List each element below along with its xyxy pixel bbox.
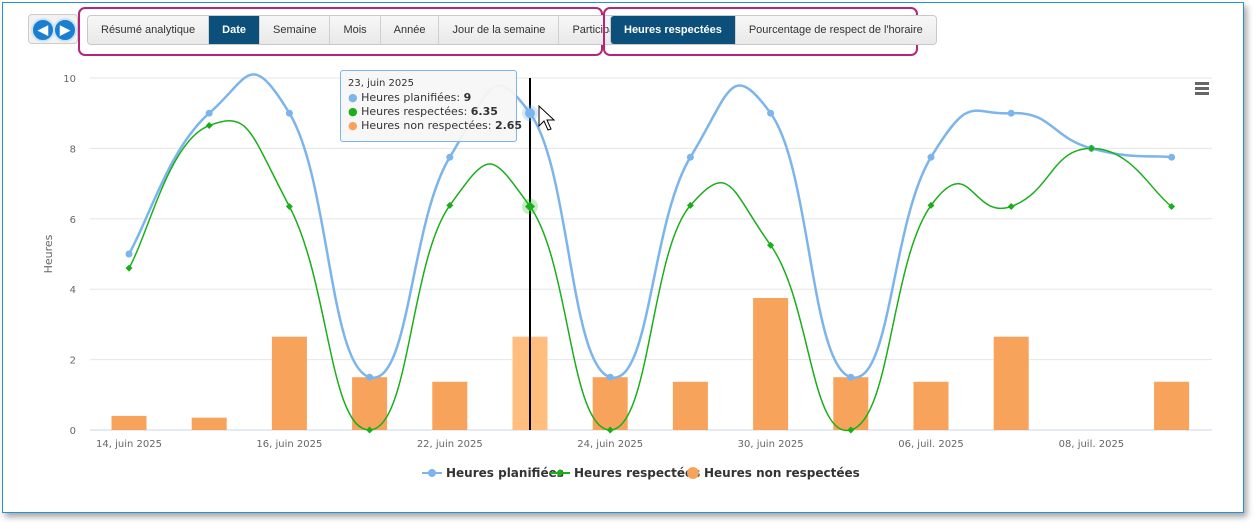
tooltip-respected-label: Heures respectées — [361, 105, 464, 118]
chart-tooltip: 23, juin 2025 ● Heures planifiées: 9 ● H… — [340, 70, 522, 142]
point-planned — [205, 109, 213, 117]
point-planned — [446, 153, 454, 161]
view-button-0[interactable]: Résumé analytique — [88, 16, 210, 44]
bar-missed — [352, 377, 388, 430]
bar-missed — [672, 381, 708, 430]
bar-missed — [111, 415, 147, 430]
point-respected — [927, 201, 935, 209]
point-respected — [1168, 202, 1176, 210]
legend-label-respected: Heures respectées — [574, 466, 701, 480]
point-planned — [767, 109, 775, 117]
y-axis-label: Heures — [42, 234, 55, 273]
metric-button-0[interactable]: Heures respectées — [611, 16, 736, 44]
x-tick-label: 22, juin 2025 — [417, 439, 483, 450]
y-tick-label: 10 — [63, 74, 76, 85]
y-tick-label: 0 — [70, 426, 76, 437]
legend-item-planned[interactable]: Heures planifiées — [422, 466, 564, 480]
tooltip-date: 23, juin 2025 — [348, 78, 414, 89]
y-tick-label: 8 — [70, 144, 76, 155]
legend-item-respected[interactable]: Heures respectées — [550, 466, 700, 480]
point-planned — [366, 373, 374, 381]
y-tick-label: 4 — [70, 285, 76, 296]
x-tick-label: 24, juin 2025 — [577, 439, 643, 450]
legend-label-planned: Heures planifiées — [446, 466, 564, 480]
point-planned — [686, 153, 694, 161]
tooltip-planned-label: Heures planifiées — [361, 91, 457, 104]
view-button-4[interactable]: Année — [380, 16, 440, 44]
point-planned — [1007, 109, 1015, 117]
point-respected — [686, 201, 694, 209]
point-planned — [927, 153, 935, 161]
legend-item-missed[interactable]: Heures non respectées — [686, 466, 860, 480]
view-button-1[interactable]: Date — [209, 16, 261, 44]
point-planned — [125, 250, 133, 258]
metric-selector: Heures respectées Pourcentage de respect … — [610, 15, 937, 45]
bar-missed — [993, 336, 1029, 430]
bar-missed — [913, 381, 949, 430]
tooltip-line-planned: ● Heures planifiées: 9 — [348, 91, 472, 104]
point-planned — [525, 108, 535, 119]
chart-menu-icon[interactable] — [1195, 82, 1209, 97]
x-tick-label: 14, juin 2025 — [96, 439, 162, 450]
bar-missed — [432, 381, 468, 430]
x-tick-label: 06, juil. 2025 — [898, 439, 964, 450]
tooltip-missed-value: 2.65 — [494, 119, 523, 132]
point-respected — [125, 264, 133, 272]
point-respected — [285, 202, 293, 210]
x-tick-label: 30, juin 2025 — [738, 439, 804, 450]
arrow-right-icon[interactable]: ▶ — [53, 18, 77, 42]
point-respected — [847, 426, 855, 434]
bar-missed — [271, 336, 307, 430]
tooltip-line-respected: ● Heures respectées: 6.35 — [348, 105, 498, 118]
x-tick-label: 08, juil. 2025 — [1059, 439, 1125, 450]
metric-button-1[interactable]: Pourcentage de respect de l'horaire — [735, 16, 936, 44]
mouse-cursor-icon — [538, 104, 556, 131]
view-button-3[interactable]: Mois — [330, 16, 381, 44]
point-respected — [1087, 144, 1095, 152]
line-respected — [128, 120, 1173, 431]
y-tick-label: 2 — [70, 356, 76, 367]
point-respected — [525, 201, 535, 212]
point-respected — [205, 122, 213, 130]
x-tick-label: 16, juin 2025 — [256, 439, 322, 450]
legend-label-missed: Heures non respectées — [704, 466, 860, 480]
point-planned — [847, 373, 855, 381]
tooltip-line-missed: ● Heures non respectées: 2.65 — [348, 119, 523, 132]
view-button-2[interactable]: Semaine — [260, 16, 331, 44]
bar-missed — [1154, 381, 1190, 430]
tooltip-respected-value: 6.35 — [470, 105, 498, 118]
point-planned — [285, 109, 293, 117]
line-planned — [127, 73, 1172, 379]
bar-missed — [753, 298, 789, 430]
point-respected — [1007, 202, 1015, 210]
point-respected — [446, 201, 454, 209]
bar-missed — [191, 417, 227, 430]
point-respected — [606, 426, 614, 434]
tooltip-missed-label: Heures non respectées — [361, 119, 488, 132]
point-planned — [606, 373, 614, 381]
arrow-left-icon[interactable]: ◀ — [31, 18, 55, 42]
point-respected — [366, 426, 374, 434]
y-tick-label: 6 — [70, 215, 76, 226]
view-button-5[interactable]: Jour de la semaine — [439, 16, 560, 44]
bar-missed — [592, 377, 628, 430]
point-respected — [767, 241, 775, 249]
point-planned — [1168, 153, 1176, 161]
tooltip-planned-value: 9 — [463, 91, 472, 104]
